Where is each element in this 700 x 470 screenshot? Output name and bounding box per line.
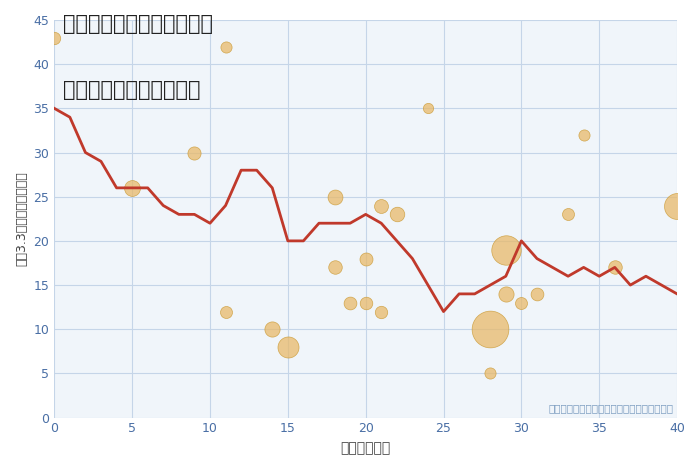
- Point: [376, 202, 387, 209]
- Point: [360, 299, 371, 306]
- Point: [500, 246, 512, 253]
- Point: [578, 131, 589, 139]
- Point: [189, 149, 200, 157]
- Point: [220, 308, 231, 315]
- Point: [49, 34, 60, 41]
- Point: [531, 290, 542, 298]
- Text: 円の大きさは、取引のあった物件面積を示す: 円の大きさは、取引のあった物件面積を示す: [549, 404, 674, 414]
- Point: [267, 325, 278, 333]
- X-axis label: 築年数（年）: 築年数（年）: [341, 441, 391, 455]
- Point: [329, 264, 340, 271]
- Point: [329, 193, 340, 201]
- Point: [516, 299, 527, 306]
- Point: [344, 299, 356, 306]
- Point: [671, 202, 682, 209]
- Point: [484, 369, 496, 377]
- Point: [220, 43, 231, 50]
- Point: [360, 255, 371, 262]
- Point: [563, 211, 574, 218]
- Point: [127, 184, 138, 192]
- Point: [282, 343, 293, 351]
- Point: [391, 211, 402, 218]
- Point: [484, 325, 496, 333]
- Point: [422, 105, 433, 112]
- Point: [500, 290, 512, 298]
- Point: [376, 308, 387, 315]
- Point: [609, 264, 620, 271]
- Text: 岐阜県養老郡養老町宇田の: 岐阜県養老郡養老町宇田の: [63, 14, 213, 34]
- Text: 築年数別中古戸建て価格: 築年数別中古戸建て価格: [63, 80, 200, 100]
- Y-axis label: 坪（3.3㎡）単価（万円）: 坪（3.3㎡）単価（万円）: [15, 172, 28, 266]
